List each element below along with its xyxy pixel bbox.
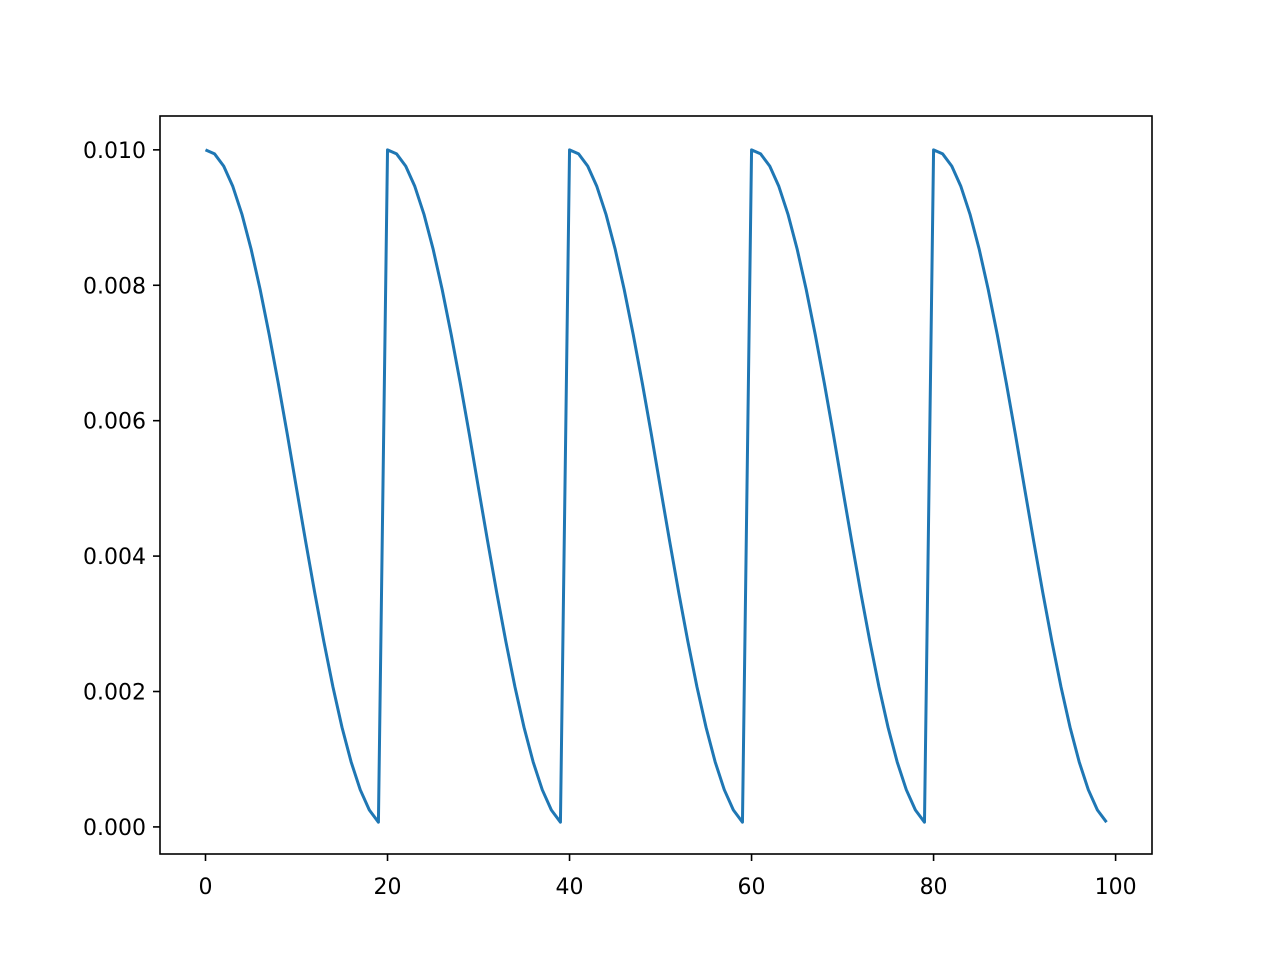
x-tick-label: 60 [738, 875, 766, 900]
y-axis-ticks: 0.000 0.002 0.004 0.006 0.008 0.010 [83, 139, 160, 841]
y-tick-label: 0.000 [83, 816, 146, 841]
y-tick-label: 0.008 [83, 274, 146, 299]
y-tick-label: 0.006 [83, 410, 146, 435]
axes-frame [159, 115, 1153, 855]
y-tick-label: 0.004 [83, 545, 146, 570]
x-tick-label: 80 [920, 875, 948, 900]
x-tick-label: 100 [1095, 875, 1137, 900]
x-tick-label: 20 [374, 875, 402, 900]
x-tick-label: 40 [556, 875, 584, 900]
series-line-0 [204, 148, 1108, 824]
x-axis-ticks: 0 20 40 60 80 100 [199, 854, 1137, 900]
y-tick-label: 0.002 [83, 681, 146, 706]
plot-area [204, 148, 1108, 824]
y-tick-label: 0.010 [83, 139, 146, 164]
x-tick-label: 0 [199, 875, 213, 900]
